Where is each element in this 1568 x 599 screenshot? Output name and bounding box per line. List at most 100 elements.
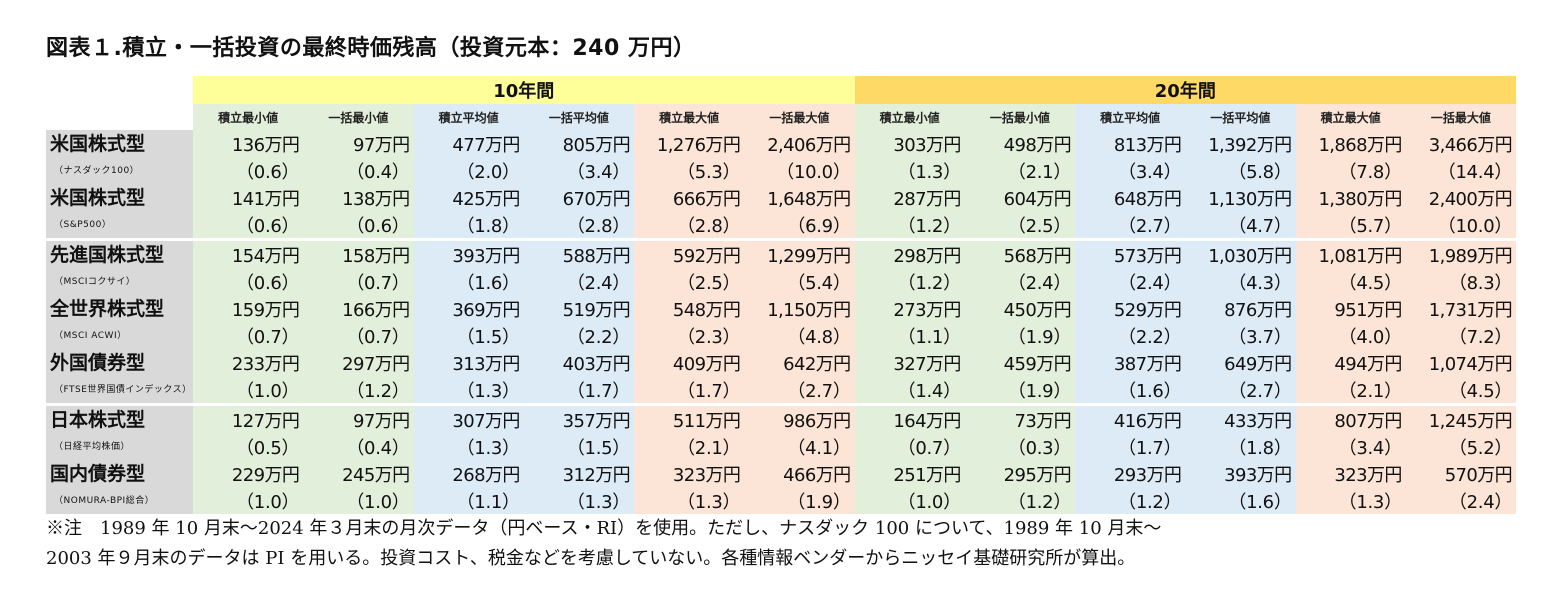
multiple-cell: （1.8） (413, 212, 524, 241)
multiple-cell: （10.0） (744, 158, 855, 184)
value-cell: 1,245万円 (1405, 404, 1517, 434)
value-cell: 295万円 (964, 460, 1076, 488)
column-header: 一括最小値 (303, 104, 414, 130)
value-cell: 813万円 (1075, 130, 1186, 158)
value-cell: 459万円 (964, 349, 1076, 377)
table-row: 米国株式型 （ナスダック100） 136万円 97万円 477万円 805万円 1,276万… (46, 130, 1517, 184)
value-cell: 323万円 (634, 460, 745, 488)
multiple-cell: （5.7） (1295, 212, 1406, 241)
multiple-cell: （1.0） (303, 488, 414, 514)
value-cell: 166万円 (303, 295, 414, 323)
multiple-cell: （1.3） (854, 158, 965, 184)
value-cell: 393万円 (1185, 460, 1296, 488)
multiple-cell: （6.9） (744, 212, 855, 241)
multiple-cell: （4.0） (1295, 323, 1406, 349)
multiple-cell: （7.8） (1295, 158, 1406, 184)
column-header: 一括平均値 (1185, 104, 1296, 130)
value-cell: 807万円 (1295, 404, 1406, 434)
row-label-name: 米国株式型 (50, 187, 146, 209)
value-cell: 570万円 (1405, 460, 1517, 488)
multiple-cell: （1.6） (1185, 488, 1296, 514)
multiple-cell: （2.7） (744, 377, 855, 406)
multiple-cell: （1.3） (523, 488, 634, 514)
multiple-cell: （2.1） (634, 434, 745, 460)
value-cell: 97万円 (303, 404, 414, 434)
results-table-container: 10年間 20年間 積立最小値 一括最小値 積立平均値 一括平均値 積立最大値 一括最大値… (46, 76, 1517, 514)
column-header: 積立最大値 (634, 104, 745, 130)
row-label-name: 米国株式型 (50, 133, 146, 155)
value-cell: 158万円 (303, 239, 414, 269)
multiple-cell: （2.8） (634, 212, 745, 241)
multiple-cell: （1.9） (964, 377, 1076, 406)
value-cell: 3,466万円 (1405, 130, 1517, 158)
value-cell: 1,150万円 (744, 295, 855, 323)
value-cell: 164万円 (854, 404, 965, 434)
table-row: 全世界株式型 （MSCI ACWI） 159万円 166万円 369万円 519万円 548… (46, 295, 1517, 349)
row-label-name: 国内債券型 (50, 463, 146, 485)
multiple-cell: （1.3） (1295, 488, 1406, 514)
multiple-cell: （4.5） (1405, 377, 1517, 406)
table-row-multiples: （0.7） （0.7） （1.5） （2.2） （2.3） （4.8） （1.1） （1.9）… (46, 323, 1517, 349)
multiple-cell: （2.1） (1295, 377, 1406, 406)
multiple-cell: （1.2） (854, 269, 965, 295)
multiple-cell: （1.8） (1185, 434, 1296, 460)
multiple-cell: （1.3） (413, 377, 524, 406)
value-cell: 425万円 (413, 184, 524, 212)
column-header: 積立最大値 (1295, 104, 1406, 130)
multiple-cell: （4.8） (744, 323, 855, 349)
value-cell: 649万円 (1185, 349, 1296, 377)
multiple-cell: （3.4） (1075, 158, 1186, 184)
multiple-cell: （3.7） (1185, 323, 1296, 349)
value-cell: 604万円 (964, 184, 1076, 212)
multiple-cell: （0.4） (303, 158, 414, 184)
value-cell: 293万円 (1075, 460, 1186, 488)
value-cell: 1,380万円 (1295, 184, 1406, 212)
multiple-cell: （1.6） (1075, 377, 1186, 406)
multiple-cell: （1.3） (634, 488, 745, 514)
row-label-name: 全世界株式型 (50, 298, 165, 320)
results-table: 10年間 20年間 積立最小値 一括最小値 積立平均値 一括平均値 積立最大値 一括最大値… (46, 76, 1517, 514)
multiple-cell: （2.4） (1405, 488, 1517, 514)
multiple-cell: （5.3） (634, 158, 745, 184)
row-label: 米国株式型 （ナスダック100） (46, 130, 193, 184)
value-cell: 592万円 (634, 239, 745, 269)
table-row: 国内債券型 （NOMURA-BPI総合） 229万円 245万円 268万円 312万円 3… (46, 460, 1517, 514)
table-row: 外国債券型 （FTSE世界国債インデックス） 233万円 297万円 313万円 403万… (46, 349, 1517, 406)
value-cell: 494万円 (1295, 349, 1406, 377)
multiple-cell: （1.7） (523, 377, 634, 406)
row-label-name: 外国債券型 (50, 352, 146, 374)
multiple-cell: （0.6） (193, 269, 304, 295)
value-cell: 416万円 (1075, 404, 1186, 434)
value-cell: 357万円 (523, 404, 634, 434)
multiple-cell: （3.4） (523, 158, 634, 184)
multiple-cell: （1.7） (1075, 434, 1186, 460)
value-cell: 986万円 (744, 404, 855, 434)
multiple-cell: （2.5） (964, 212, 1076, 241)
value-cell: 642万円 (744, 349, 855, 377)
multiple-cell: （3.4） (1295, 434, 1406, 460)
multiple-cell: （1.7） (634, 377, 745, 406)
value-cell: 498万円 (964, 130, 1076, 158)
multiple-cell: （0.7） (303, 269, 414, 295)
value-cell: 1,731万円 (1405, 295, 1517, 323)
value-cell: 529万円 (1075, 295, 1186, 323)
multiple-cell: （1.2） (854, 212, 965, 241)
chart-title: 図表１.積立・一括投資の最終時価残高（投資元本：240 万円） (46, 36, 696, 61)
footnote-line-1: ※注 1989 年 10 月末～2024 年３月末の月次データ（円ベース・RI）… (46, 518, 1162, 539)
value-cell: 951万円 (1295, 295, 1406, 323)
value-cell: 1,392万円 (1185, 130, 1296, 158)
value-cell: 393万円 (413, 239, 524, 269)
value-cell: 588万円 (523, 239, 634, 269)
multiple-cell: （10.0） (1405, 212, 1517, 241)
multiple-cell: （1.9） (964, 323, 1076, 349)
value-cell: 573万円 (1075, 239, 1186, 269)
multiple-cell: （0.4） (303, 434, 414, 460)
multiple-cell: （1.1） (413, 488, 524, 514)
value-cell: 327万円 (854, 349, 965, 377)
value-cell: 409万円 (634, 349, 745, 377)
column-header: 一括最大値 (1405, 104, 1517, 130)
value-cell: 73万円 (964, 404, 1076, 434)
multiple-cell: （0.6） (193, 158, 304, 184)
multiple-cell: （2.8） (523, 212, 634, 241)
footnote-line-2: 2003 年９月末のデータは PI を用いる。投資コスト、税金などを考慮していな… (46, 548, 1136, 569)
